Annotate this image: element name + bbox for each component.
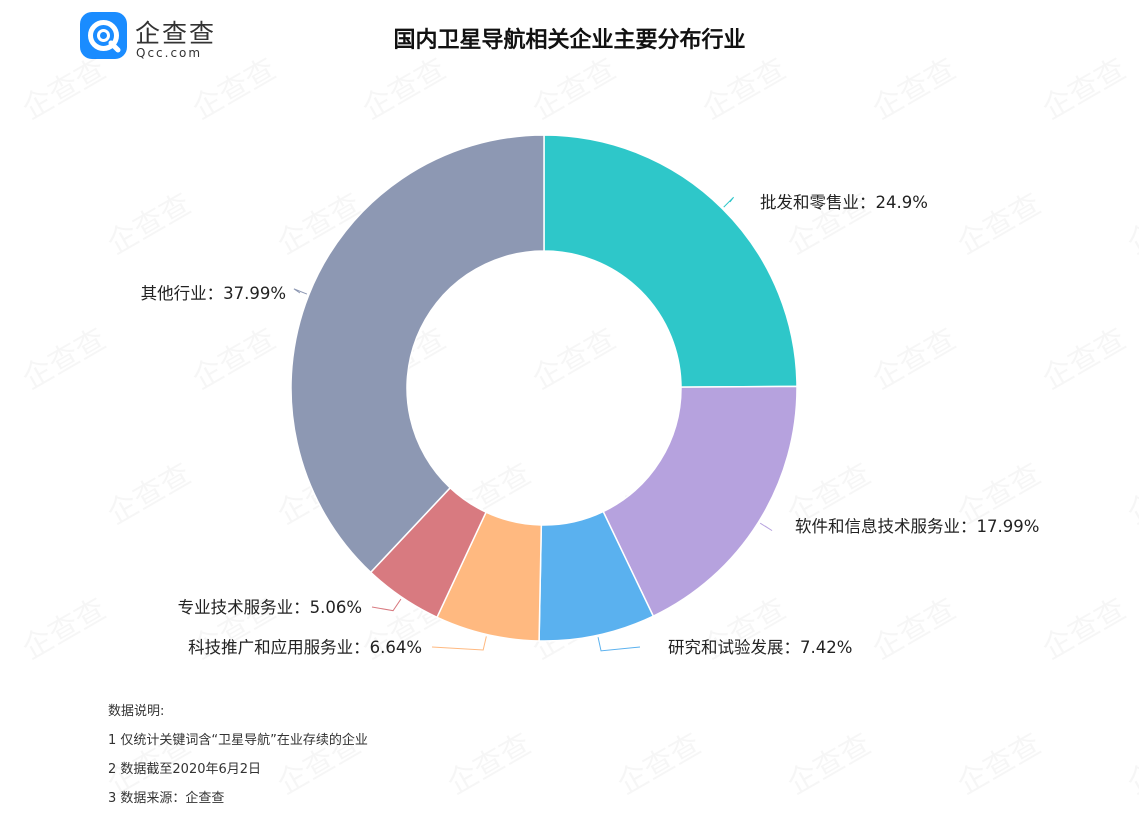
slice-label-3: 研究和试验发展：7.42% <box>668 638 852 657</box>
watermark-text: 企查查 <box>867 52 962 127</box>
watermark-text: 企查查 <box>17 322 112 397</box>
watermark-text: 企查查 <box>357 52 452 127</box>
slice-1 <box>543 134 798 388</box>
leader-line-1 <box>723 196 735 208</box>
leader-line-3 <box>597 637 641 652</box>
watermark-text: 企查查 <box>867 592 962 667</box>
slice-label-1: 批发和零售业：24.9% <box>760 193 928 212</box>
watermark-text: 企查查 <box>442 727 537 802</box>
watermark-text: 企查查 <box>1122 187 1139 262</box>
watermark-text: 企查查 <box>1037 322 1132 397</box>
leader-line-4 <box>431 636 487 651</box>
leader-line-5 <box>371 598 402 612</box>
slice-label-6: 其他行业：37.99% <box>141 284 286 303</box>
watermark-text: 企查查 <box>1037 592 1132 667</box>
slice-6 <box>290 134 545 574</box>
watermark-text: 企查查 <box>527 322 622 397</box>
watermark-text: 企查查 <box>527 52 622 127</box>
watermark-text: 企查查 <box>952 187 1047 262</box>
note-item-1: 1 仅统计关键词含“卫星导航”在业存续的企业 <box>108 733 368 748</box>
donut-slices <box>290 134 798 642</box>
watermark-text: 企查查 <box>1122 727 1139 802</box>
watermark-text: 企查查 <box>952 727 1047 802</box>
data-notes: 数据说明: 1 仅统计关键词含“卫星导航”在业存续的企业 2 数据截至2020年… <box>108 702 368 818</box>
slice-label-2: 软件和信息技术服务业：17.99% <box>795 517 1039 536</box>
leader-line-2 <box>759 522 773 532</box>
watermark-text: 企查查 <box>17 52 112 127</box>
watermark-text: 企查查 <box>187 52 282 127</box>
slice-label-4: 科技推广和应用服务业：6.64% <box>188 638 422 657</box>
watermark-text: 企查查 <box>612 727 707 802</box>
leader-line-6 <box>293 288 308 295</box>
watermark-text: 企查查 <box>102 187 197 262</box>
note-item-3: 3 数据来源：企查查 <box>108 791 225 806</box>
watermark-text: 企查查 <box>1037 52 1132 127</box>
slice-labels: 批发和零售业：24.9% 软件和信息技术服务业：17.99% 研究和试验发展：7.4… <box>141 193 1040 657</box>
watermark-text: 企查查 <box>782 727 877 802</box>
watermark-text: 企查查 <box>102 457 197 532</box>
watermark-text: 企查查 <box>1122 457 1139 532</box>
notes-heading: 数据说明: <box>108 704 165 719</box>
slice-label-5: 专业技术服务业：5.06% <box>178 598 362 617</box>
watermark-text: 企查查 <box>17 592 112 667</box>
brand-domain: Qcc.com <box>136 46 203 60</box>
note-item-2: 2 数据截至2020年6月2日 <box>108 762 262 777</box>
qcc-logo-icon <box>80 12 127 59</box>
slice-2 <box>602 385 798 618</box>
leader-lines <box>293 196 773 652</box>
brand-logo: 企查查 Qcc.com <box>80 12 240 62</box>
brand-name: 企查查 <box>135 19 217 48</box>
watermark-text: 企查查 <box>697 52 792 127</box>
chart-title: 国内卫星导航相关企业主要分布行业 <box>393 28 746 53</box>
watermark-text: 企查查 <box>187 322 282 397</box>
watermark-text: 企查查 <box>867 322 962 397</box>
